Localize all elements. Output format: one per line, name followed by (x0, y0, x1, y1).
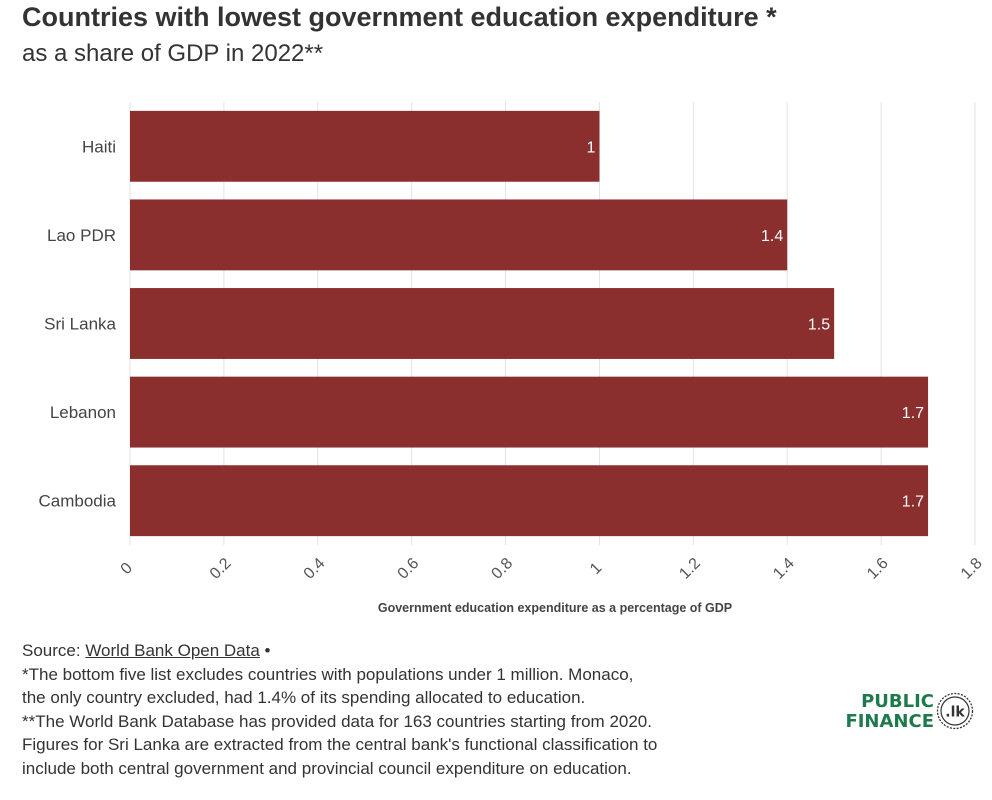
logo-badge-text: .lk (945, 705, 965, 721)
x-tick-label: 1.6 (864, 555, 892, 583)
x-tick-label: 1.4 (770, 555, 798, 583)
note-1-line-1: *The bottom five list excludes countries… (22, 664, 634, 684)
bar-sri-lanka (130, 288, 835, 359)
logo-wordmark: PUBLIC FINANCE (838, 692, 934, 732)
x-tick-labels: 0 0.2 0.4 0.6 0.8 1 1.2 1.4 1.6 1.8 (118, 555, 986, 583)
x-tick-label: 1 (587, 560, 605, 578)
category-label: Haiti (82, 137, 116, 156)
note-2-line-1: **The World Bank Database has provided d… (22, 711, 652, 731)
source-prefix: Source: (22, 641, 86, 660)
publicfinance-logo: PUBLIC FINANCE .lk (838, 690, 978, 738)
logo-badge-icon: .lk (936, 692, 974, 730)
logo-line-2: FINANCE (845, 711, 934, 732)
bar-haiti (130, 110, 600, 182)
x-tick-label: 0.8 (488, 555, 516, 583)
x-axis-title: Government education expenditure as a pe… (378, 601, 732, 615)
chart-subtitle: as a share of GDP in 2022** (22, 40, 324, 67)
x-tick-label: 0 (118, 560, 136, 578)
bars: 1 1.4 1.5 1.7 1.7 (130, 110, 929, 537)
bar-lebanon (130, 376, 929, 448)
footer-notes: Source: World Bank Open Data • *The bott… (22, 639, 822, 780)
data-label: 1.5 (808, 317, 830, 334)
source-suffix: • (259, 641, 271, 660)
category-labels: Haiti Lao PDR Sri Lanka Lebanon Cambodia (39, 137, 117, 510)
source-link[interactable]: World Bank Open Data (85, 641, 260, 660)
data-label: 1.7 (902, 405, 924, 422)
note-2-line-3: include both central government and prov… (22, 758, 632, 778)
logo-line-1: PUBLIC (861, 691, 934, 712)
note-1-line-2: the only country excluded, had 1.4% of i… (22, 688, 586, 707)
x-tick-label: 1.2 (676, 555, 704, 583)
note-2-line-2: Figures for Sri Lanka are extracted from… (22, 735, 658, 754)
x-tick-label: 0.6 (395, 555, 423, 583)
chart-title: Countries with lowest government educati… (22, 2, 777, 32)
x-tick-label: 1.8 (958, 555, 986, 583)
bar-chart: 1 1.4 1.5 1.7 1.7 Haiti Lao PDR Sri Lanka Leban… (39, 102, 986, 615)
x-tick-label: 0.4 (301, 555, 329, 583)
bar-cambodia (130, 465, 929, 537)
data-label: 1.7 (902, 494, 924, 511)
data-label: 1.4 (761, 228, 783, 245)
source-line: Source: World Bank Open Data • (22, 639, 822, 663)
category-label: Cambodia (39, 492, 117, 511)
category-label: Lao PDR (47, 226, 116, 245)
x-tick-label: 0.2 (207, 555, 235, 583)
data-label: 1 (587, 139, 596, 156)
category-label: Sri Lanka (44, 315, 116, 334)
bar-lao-pdr (130, 199, 788, 271)
category-label: Lebanon (50, 403, 116, 422)
